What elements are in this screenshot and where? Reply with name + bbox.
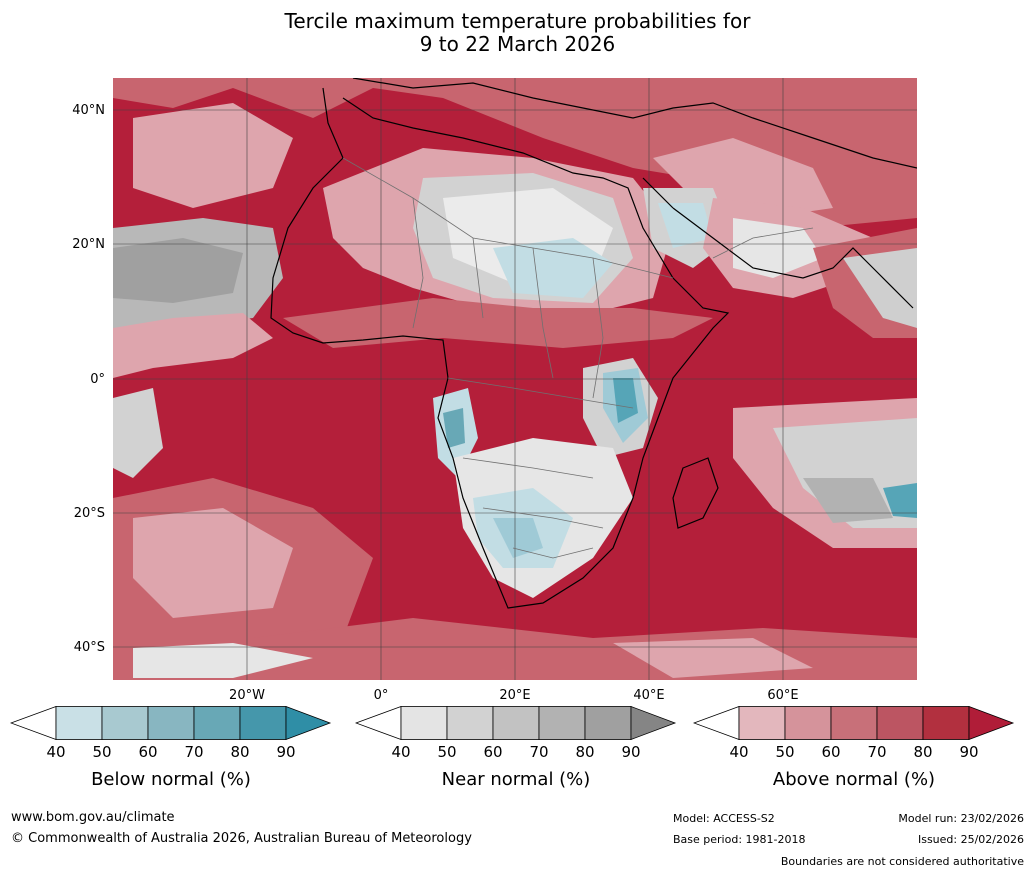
tick-label: 90: [276, 743, 296, 761]
lon-label-60e: 60°E: [767, 688, 799, 703]
lon-label-0: 0°: [373, 688, 389, 703]
title-line-1: Tercile maximum temperature probabilitie…: [284, 9, 751, 33]
tick-label: 50: [775, 743, 795, 761]
colorbar-below-normal: [9, 705, 332, 741]
colorbar-extend-low: [354, 705, 402, 741]
colorbar-segment: [738, 706, 786, 740]
issued-text: Issued: 25/02/2026: [917, 833, 1024, 846]
colorbar-extend-low: [9, 705, 57, 741]
tick-label: 40: [391, 743, 411, 761]
lat-label-20s: 20°S: [73, 506, 105, 521]
tick-label: 40: [729, 743, 749, 761]
tick-label: 80: [230, 743, 250, 761]
colorbar-near-svg: [354, 705, 677, 741]
tick-label: 60: [483, 743, 503, 761]
colorbar-segment: [55, 706, 103, 740]
tick-label: 60: [138, 743, 158, 761]
colorbar-segment: [922, 706, 970, 740]
colorbar-segment: [147, 706, 195, 740]
colorbar-below-svg: [9, 705, 332, 741]
colorbar-segment: [784, 706, 832, 740]
colorbar-segment: [193, 706, 241, 740]
model-text: Model: ACCESS-S2: [673, 812, 775, 825]
probability-map: [113, 78, 917, 680]
colorbar-extend-low: [692, 705, 740, 741]
colorbar-segment: [584, 706, 632, 740]
lon-label-20w: 20°W: [229, 688, 265, 703]
colorbar-below-title: Below normal (%): [91, 769, 251, 790]
tick-label: 40: [46, 743, 66, 761]
colorbar-extend-high: [968, 705, 1015, 741]
lat-label-40s: 40°S: [73, 640, 105, 655]
title-line-2: 9 to 22 March 2026: [419, 32, 616, 56]
colorbar-segment: [538, 706, 586, 740]
graticule: [113, 78, 917, 680]
tick-label: 60: [821, 743, 841, 761]
website-link[interactable]: www.bom.gov.au/climate: [11, 810, 175, 825]
colorbar-segment: [239, 706, 287, 740]
base-period-text: Base period: 1981-2018: [673, 833, 806, 846]
tick-label: 80: [575, 743, 595, 761]
tick-label: 90: [621, 743, 641, 761]
tick-label: 70: [529, 743, 549, 761]
lon-label-40e: 40°E: [633, 688, 665, 703]
colorbar-extend-high: [285, 705, 332, 741]
lat-label-0: 0°: [90, 372, 105, 387]
colorbar-near-normal: [354, 705, 677, 741]
colorbar-above-title: Above normal (%): [772, 769, 936, 790]
colorbar-segment: [101, 706, 149, 740]
map-title: Tercile maximum temperature probabilitie…: [0, 10, 1035, 56]
lat-label-40n: 40°N: [72, 103, 105, 118]
colorbar-extend-high: [630, 705, 677, 741]
tick-label: 70: [867, 743, 887, 761]
colorbar-segment: [830, 706, 878, 740]
lat-label-20n: 20°N: [72, 237, 105, 252]
tick-label: 90: [959, 743, 979, 761]
country-borders: [342, 157, 814, 559]
tick-label: 50: [437, 743, 457, 761]
colorbar-segment: [400, 706, 448, 740]
disclaimer-text: Boundaries are not considered authoritat…: [780, 855, 1024, 868]
tick-label: 70: [184, 743, 204, 761]
lon-label-20e: 20°E: [499, 688, 531, 703]
copyright-text: © Commonwealth of Australia 2026, Austra…: [11, 831, 472, 846]
colorbar-above-normal: [692, 705, 1015, 741]
coastlines: [270, 78, 917, 609]
map-svg: [113, 78, 917, 680]
colorbar-segment: [446, 706, 494, 740]
colorbar-above-svg: [692, 705, 1015, 741]
colorbar-segment: [492, 706, 540, 740]
colorbar-near-title: Near normal (%): [441, 769, 591, 790]
tick-label: 50: [92, 743, 112, 761]
model-run-text: Model run: 23/02/2026: [898, 812, 1024, 825]
tick-label: 80: [913, 743, 933, 761]
colorbar-segment: [876, 706, 924, 740]
